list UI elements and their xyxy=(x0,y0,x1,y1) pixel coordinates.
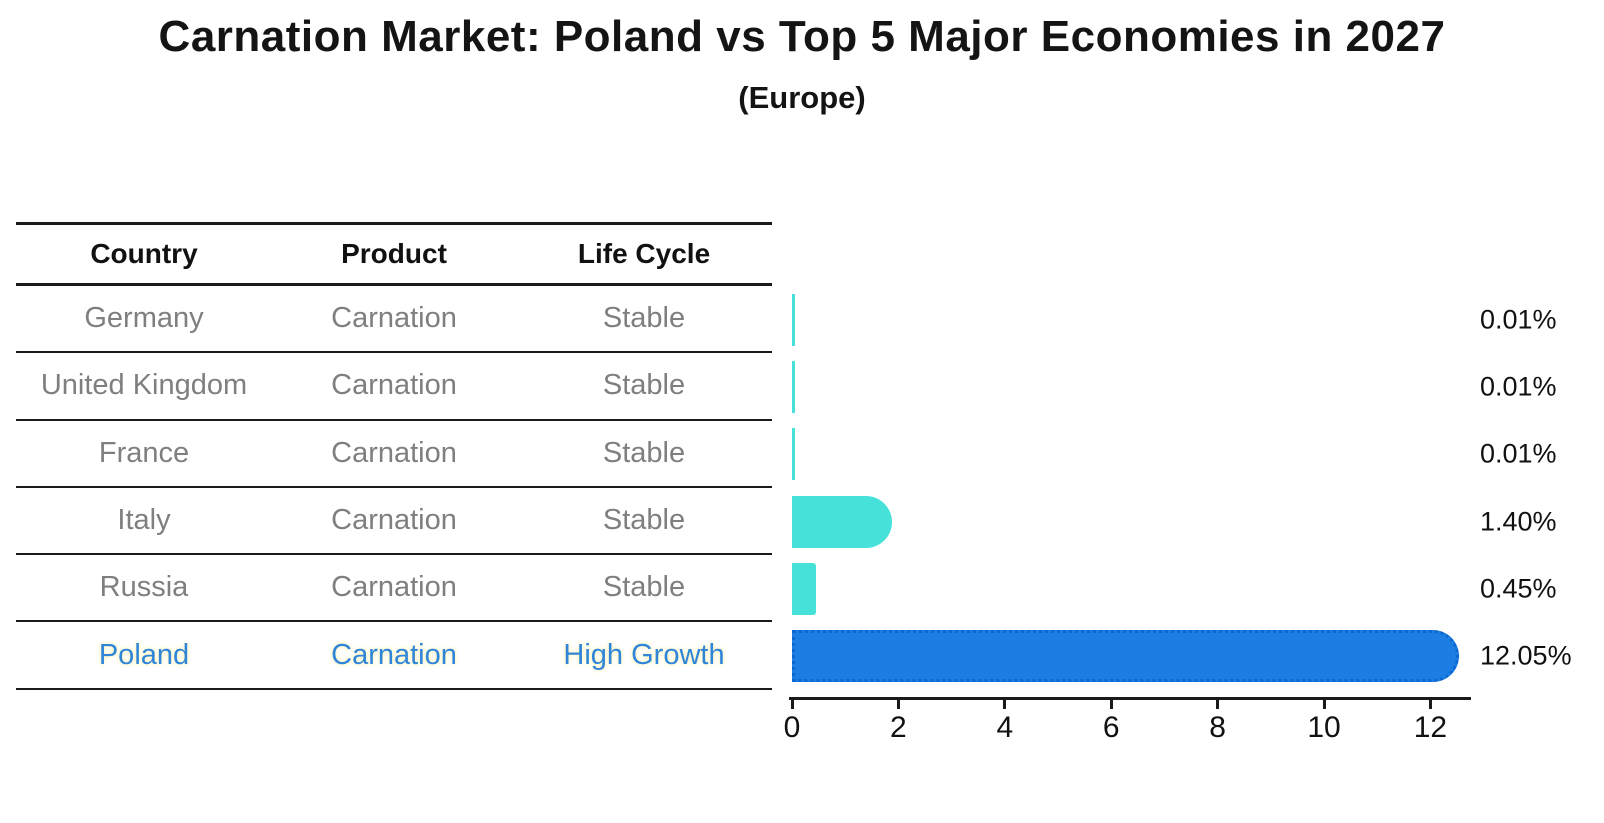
x-axis-tick-label: 10 xyxy=(1307,711,1341,744)
x-axis-tick xyxy=(790,700,794,709)
table-row-france: France Carnation Stable xyxy=(16,421,772,488)
cell-product: Carnation xyxy=(331,571,457,604)
chart-title: Carnation Market: Poland vs Top 5 Major … xyxy=(158,12,1446,61)
cell-product: Carnation xyxy=(331,638,457,671)
cell-country: Poland xyxy=(98,638,190,671)
cell-life-cycle: Stable xyxy=(602,504,686,537)
comparison-table: Country Product Life Cycle Germany Carnat… xyxy=(16,222,772,690)
bar-italy xyxy=(792,495,893,548)
table-row-germany: Germany Carnation Stable xyxy=(16,286,772,354)
bar-poland xyxy=(792,630,1460,683)
x-axis-tick xyxy=(1109,700,1113,709)
cell-country: Russia xyxy=(99,571,189,604)
value-label-france: 0.01% xyxy=(1480,438,1557,469)
header-cell-life-cycle: Life Cycle xyxy=(577,238,711,269)
bar-france xyxy=(792,428,795,481)
value-label-germany: 0.01% xyxy=(1480,304,1557,335)
table-header-row: Country Product Life Cycle xyxy=(16,222,772,286)
x-axis-tick xyxy=(1216,700,1220,709)
table-body: Germany Carnation Stable United Kingdom Carn… xyxy=(16,286,772,690)
x-axis-tick xyxy=(896,700,900,709)
header-cell-country: Country xyxy=(90,238,198,269)
x-axis-tick xyxy=(1428,700,1432,709)
table-row-italy: Italy Carnation Stable xyxy=(16,488,772,556)
bar-russia xyxy=(792,562,816,615)
table-row-poland: Poland Carnation High Growth xyxy=(16,622,772,690)
x-axis-line xyxy=(789,697,1471,700)
chart-subtitle: (Europe) xyxy=(738,80,866,115)
cell-product: Carnation xyxy=(331,504,457,537)
value-label-united-kingdom: 0.01% xyxy=(1480,371,1557,402)
x-axis-tick xyxy=(1003,700,1007,709)
cell-product: Carnation xyxy=(331,436,457,469)
cell-country: United Kingdom xyxy=(40,369,248,402)
cell-country: Italy xyxy=(117,504,171,537)
cell-life-cycle: Stable xyxy=(602,369,686,402)
x-axis-tick-label: 8 xyxy=(1209,711,1226,744)
x-axis-tick-label: 6 xyxy=(1102,711,1120,744)
x-axis-tick-label: 2 xyxy=(890,711,907,744)
table-row-russia: Russia Carnation Stable xyxy=(16,555,772,623)
table-row-united-kingdom: United Kingdom Carnation Stable xyxy=(16,353,772,421)
x-axis-tick xyxy=(1322,700,1326,709)
x-axis-tick-label: 0 xyxy=(783,711,801,744)
bar-germany xyxy=(792,293,795,346)
cell-life-cycle: Stable xyxy=(602,571,686,604)
value-label-russia: 0.45% xyxy=(1480,573,1557,604)
x-axis-tick-label: 12 xyxy=(1413,711,1448,744)
cell-country: Germany xyxy=(84,302,204,335)
value-label-poland: 12.05% xyxy=(1480,640,1572,671)
x-axis-tick-label: 4 xyxy=(996,711,1014,744)
bar-united-kingdom xyxy=(792,360,795,413)
cell-product: Carnation xyxy=(331,302,457,335)
cell-country: France xyxy=(98,436,190,469)
cell-life-cycle: Stable xyxy=(602,302,686,335)
cell-product: Carnation xyxy=(331,369,457,402)
header-cell-product: Product xyxy=(341,238,447,269)
cell-life-cycle: High Growth xyxy=(563,638,725,671)
cell-life-cycle: Stable xyxy=(602,436,686,469)
value-label-italy: 1.40% xyxy=(1480,506,1557,537)
